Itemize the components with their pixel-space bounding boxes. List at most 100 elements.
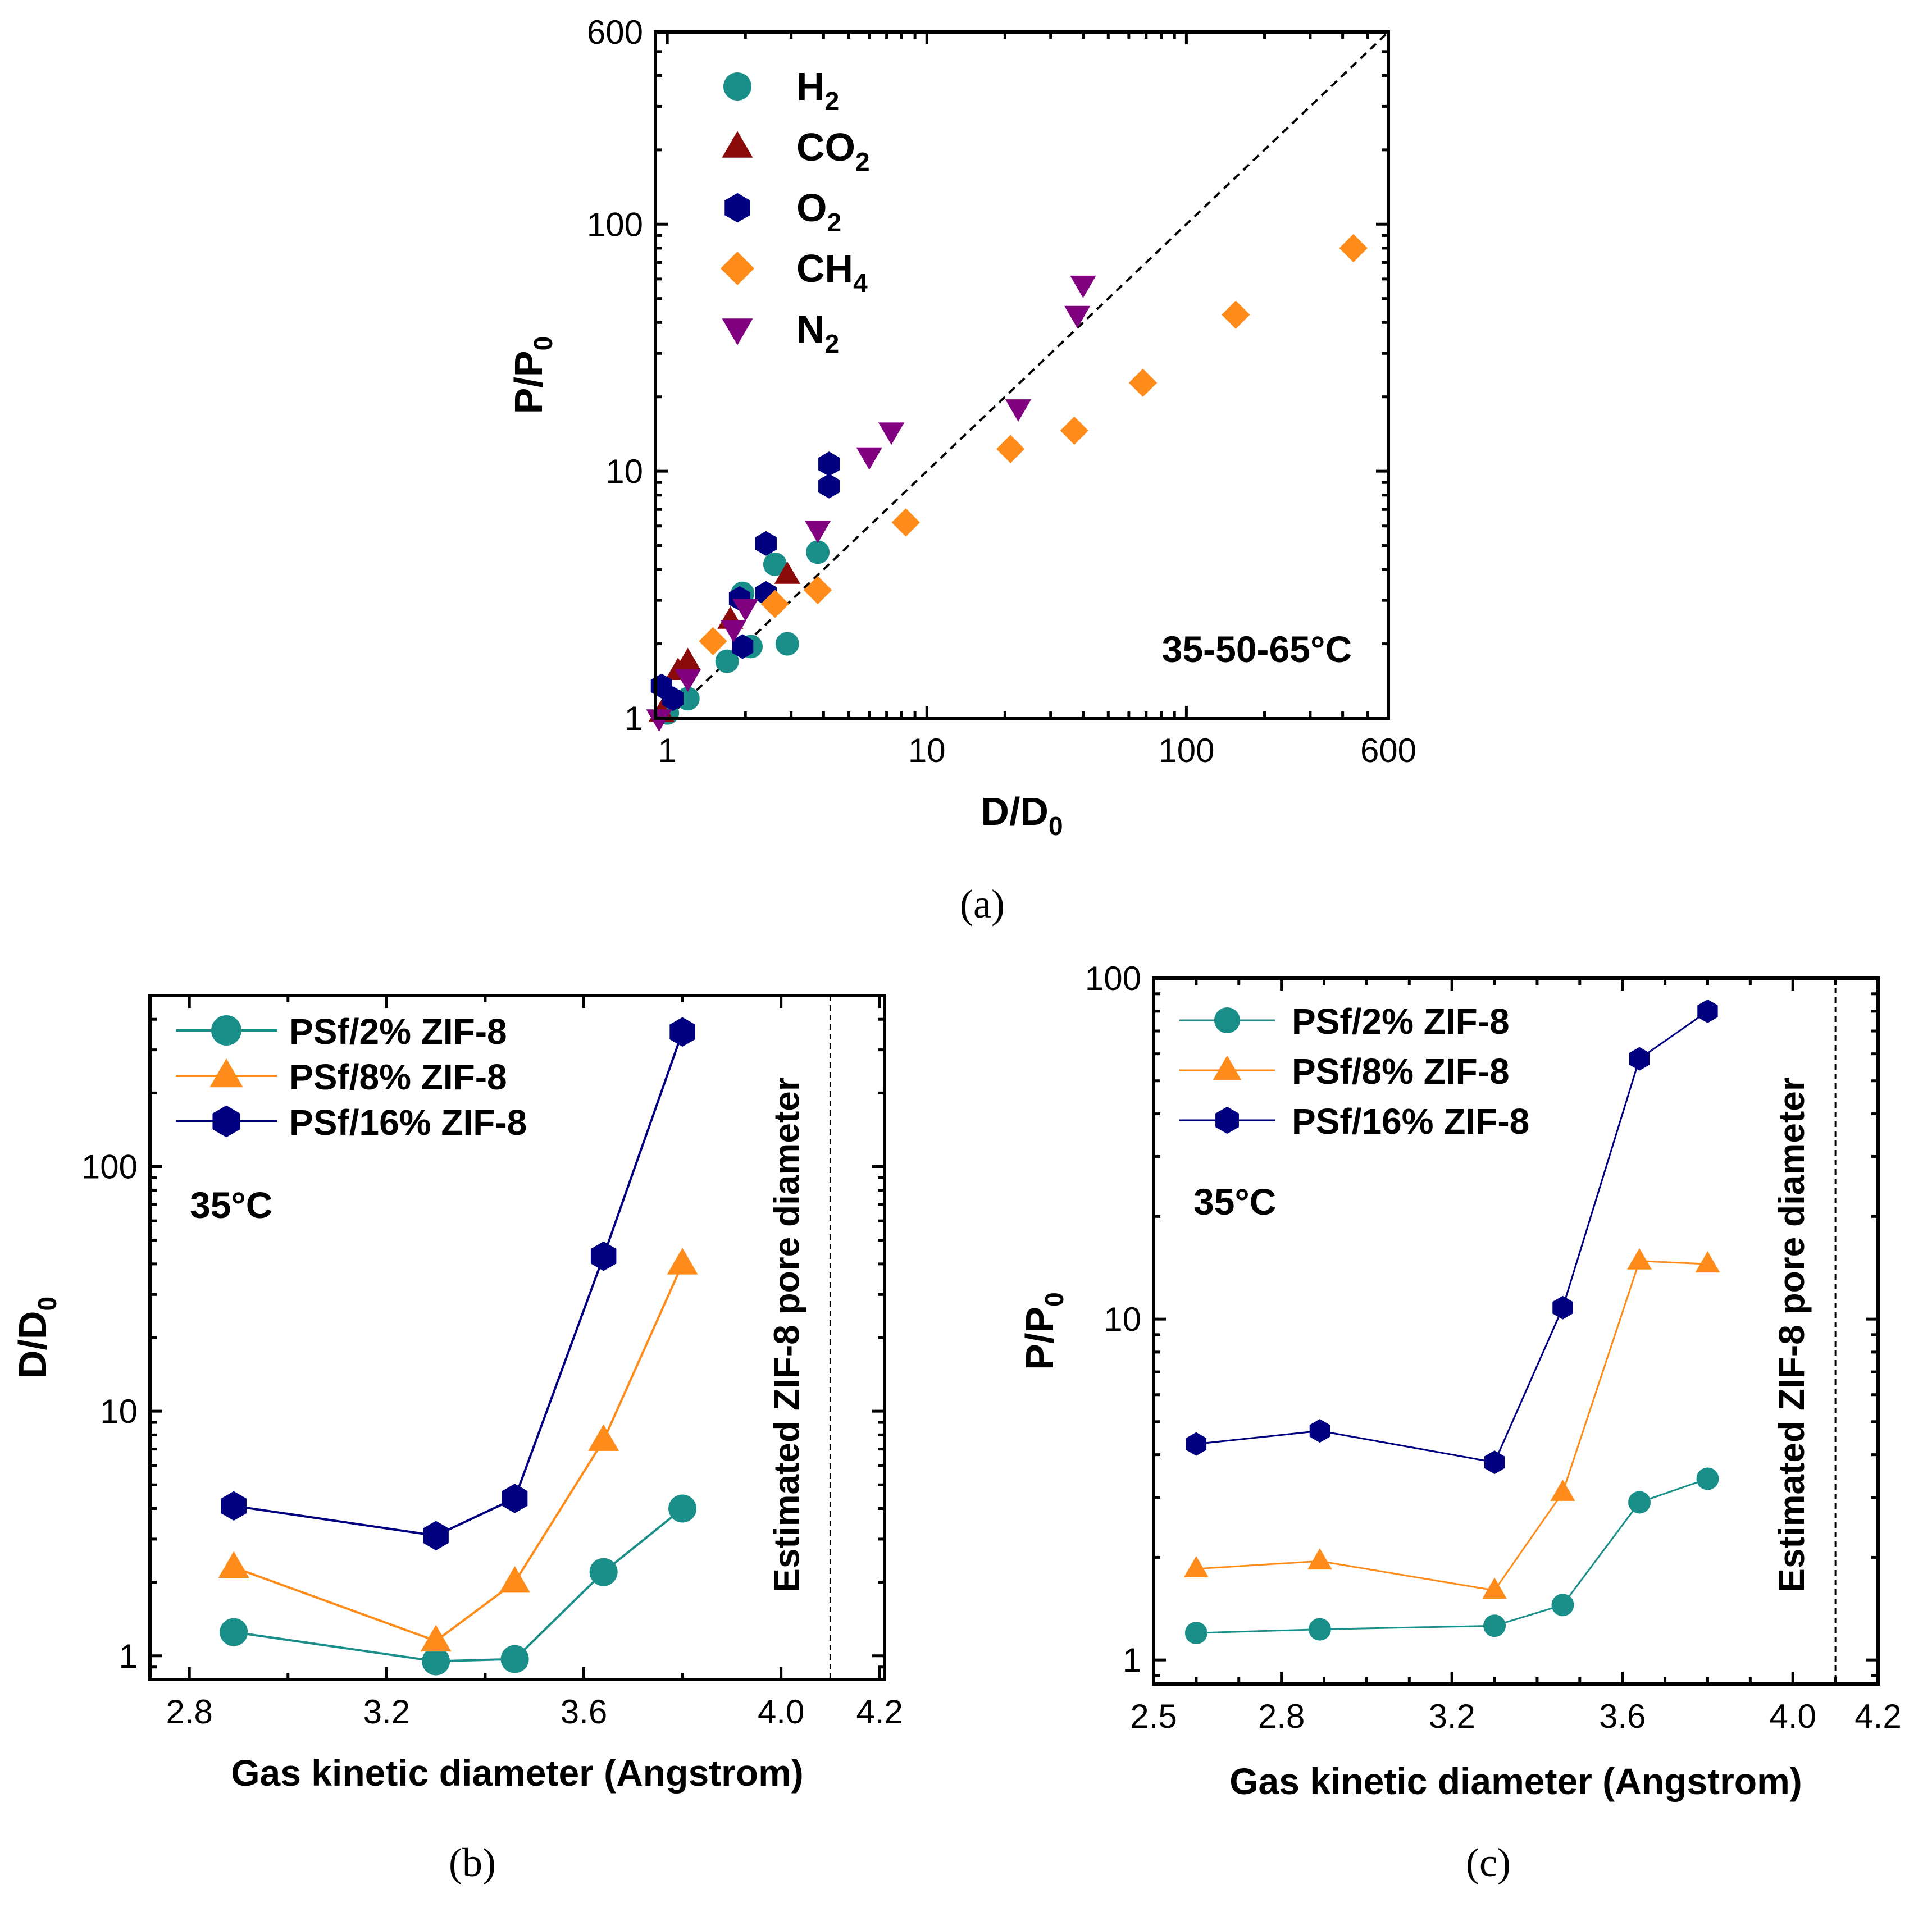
data-point-psf-16-zif-8 bbox=[1552, 1295, 1573, 1320]
panel-c-legend: PSf/2% ZIF-8 PSf/8% ZIF-8 PSf/16% ZIF-8 bbox=[1179, 1001, 1529, 1142]
data-point-o2 bbox=[662, 686, 684, 711]
data-point-psf-16-zif-8 bbox=[1697, 999, 1718, 1023]
series-line bbox=[1196, 1010, 1708, 1463]
legend-item-n2: N2 bbox=[722, 307, 839, 358]
data-point-h2 bbox=[715, 649, 739, 673]
data-point-psf-16-zif-8 bbox=[669, 1017, 695, 1047]
panel-c-plot-frame bbox=[1152, 976, 1880, 1686]
panel-b-pore-diameter-label: Estimated ZIF-8 pore diameter bbox=[766, 1077, 806, 1592]
panel-b-temperature-annotation: 35°C bbox=[190, 1184, 272, 1226]
panel-b-caption: (b) bbox=[449, 1840, 496, 1885]
y-tick-label: 600 bbox=[587, 13, 643, 51]
legend-item-psf-8-zif-8: PSf/8% ZIF-8 bbox=[176, 1057, 507, 1097]
series-psf-16-zif-8 bbox=[221, 1017, 695, 1550]
panel-a-points bbox=[646, 234, 1368, 732]
data-point-ch4 bbox=[803, 576, 832, 605]
series-line bbox=[233, 1507, 684, 1663]
data-point-psf-2-zif-8 bbox=[220, 1618, 248, 1646]
x-tick-label: 4.2 bbox=[1854, 1697, 1901, 1735]
data-point-psf-16-zif-8 bbox=[1629, 1047, 1650, 1071]
panel-c-pore-diameter-label: Estimated ZIF-8 pore diameter bbox=[1771, 1077, 1812, 1592]
data-point-psf-16-zif-8 bbox=[1484, 1450, 1505, 1475]
data-point-psf-2-zif-8 bbox=[1184, 1622, 1208, 1645]
data-point-psf-8-zif-8 bbox=[218, 1551, 249, 1578]
data-point-psf-8-zif-8 bbox=[499, 1566, 531, 1593]
data-point-n2 bbox=[732, 599, 759, 622]
x-tick-label: 3.2 bbox=[363, 1693, 410, 1731]
legend-label: CH4 bbox=[796, 247, 868, 298]
panel-a-scatter: 1 10 100 600 1 10 100 600 H2 CO2 O2 CH4 N2 35-50-65… bbox=[507, 13, 1416, 927]
legend-label: PSf/8% ZIF-8 bbox=[289, 1057, 507, 1097]
legend-item-co2: CO2 bbox=[722, 125, 870, 176]
legend-label: PSf/2% ZIF-8 bbox=[1292, 1001, 1510, 1042]
panel-a-x-axis-label: D/D0 bbox=[981, 790, 1063, 841]
data-point-psf-2-zif-8 bbox=[500, 1645, 529, 1673]
legend-item-ch4: CH4 bbox=[721, 247, 868, 298]
legend-label: PSf/2% ZIF-8 bbox=[289, 1011, 507, 1052]
series-o2 bbox=[650, 451, 840, 711]
panel-b-series bbox=[218, 1017, 698, 1676]
x-tick-label: 3.6 bbox=[561, 1693, 607, 1731]
panel-a-temperature-annotation: 35-50-65°C bbox=[1162, 628, 1352, 670]
y-tick-label: 1 bbox=[625, 700, 643, 737]
panel-b-plot-frame bbox=[148, 994, 886, 1681]
data-point-ch4 bbox=[1222, 300, 1250, 329]
legend-marker bbox=[1215, 1106, 1239, 1134]
data-point-n2 bbox=[1064, 305, 1091, 328]
legend-marker bbox=[722, 318, 753, 345]
series-psf-2-zif-8 bbox=[1184, 1467, 1719, 1645]
panel-a-legend: H2 CO2 O2 CH4 N2 bbox=[721, 65, 870, 358]
panel-c-ticks: 2.5 2.8 3.2 3.6 4.0 4.2 1 10 100 bbox=[1085, 960, 1902, 1735]
panel-b-y-axis-label: D/D0 bbox=[11, 1297, 62, 1379]
panel-b-x-axis-label: Gas kinetic diameter (Angstrom) bbox=[231, 1752, 804, 1794]
legend-item-psf-8-zif-8: PSf/8% ZIF-8 bbox=[1179, 1051, 1510, 1092]
data-point-o2 bbox=[732, 634, 754, 659]
data-point-psf-8-zif-8 bbox=[1183, 1555, 1209, 1577]
data-point-psf-16-zif-8 bbox=[1186, 1432, 1207, 1456]
legend-item-h2: H2 bbox=[723, 65, 839, 116]
data-point-psf-16-zif-8 bbox=[502, 1484, 528, 1513]
data-point-psf-8-zif-8 bbox=[1307, 1548, 1332, 1570]
x-tick-label: 3.2 bbox=[1428, 1697, 1475, 1735]
panel-c-y-axis-label: P/P0 bbox=[1018, 1292, 1069, 1370]
data-point-n2 bbox=[675, 669, 701, 692]
data-point-h2 bbox=[775, 632, 799, 656]
data-point-h2 bbox=[763, 552, 787, 576]
legend-marker bbox=[1213, 1055, 1242, 1080]
x-tick-label: 3.6 bbox=[1599, 1697, 1646, 1735]
legend-label: H2 bbox=[796, 65, 839, 116]
data-point-o2 bbox=[818, 473, 840, 499]
data-point-psf-2-zif-8 bbox=[422, 1647, 450, 1676]
data-point-ch4 bbox=[760, 590, 790, 618]
series-ch4 bbox=[699, 234, 1368, 656]
data-point-n2 bbox=[646, 709, 672, 732]
series-n2 bbox=[646, 275, 1096, 732]
legend-marker bbox=[211, 1015, 241, 1046]
data-point-psf-16-zif-8 bbox=[590, 1241, 617, 1271]
y-tick-label: 100 bbox=[587, 206, 643, 243]
legend-marker bbox=[722, 131, 753, 158]
data-point-psf-8-zif-8 bbox=[420, 1624, 452, 1652]
panel-a-y-axis-label: P/P0 bbox=[507, 336, 558, 414]
panel-a-caption: (a) bbox=[960, 882, 1005, 927]
x-tick-label: 2.5 bbox=[1130, 1697, 1177, 1735]
y-tick-label: 1 bbox=[1123, 1641, 1141, 1679]
data-point-ch4 bbox=[891, 508, 921, 537]
series-psf-2-zif-8 bbox=[220, 1494, 697, 1676]
panel-c-x-axis-label: Gas kinetic diameter (Angstrom) bbox=[1229, 1760, 1802, 1802]
data-point-psf-8-zif-8 bbox=[1482, 1577, 1507, 1599]
data-point-psf-8-zif-8 bbox=[1695, 1251, 1720, 1273]
panel-b-legend: PSf/2% ZIF-8 PSf/8% ZIF-8 PSf/16% ZIF-8 bbox=[176, 1011, 527, 1143]
x-tick-label: 1 bbox=[658, 732, 676, 769]
data-point-psf-2-zif-8 bbox=[589, 1558, 618, 1586]
legend-marker bbox=[212, 1105, 240, 1138]
panel-b-line-chart: 2.8 3.2 3.6 4.0 4.2 1 10 100 PSf/2% ZIF-8 PSf/8%… bbox=[11, 994, 903, 1885]
legend-item-psf-16-zif-8: PSf/16% ZIF-8 bbox=[1179, 1101, 1529, 1142]
data-point-o2 bbox=[755, 531, 777, 556]
data-point-ch4 bbox=[699, 627, 727, 656]
legend-marker bbox=[723, 72, 751, 101]
series-psf-16-zif-8 bbox=[1186, 999, 1718, 1475]
data-point-psf-16-zif-8 bbox=[1309, 1419, 1330, 1443]
x-tick-label: 4.2 bbox=[856, 1693, 903, 1731]
